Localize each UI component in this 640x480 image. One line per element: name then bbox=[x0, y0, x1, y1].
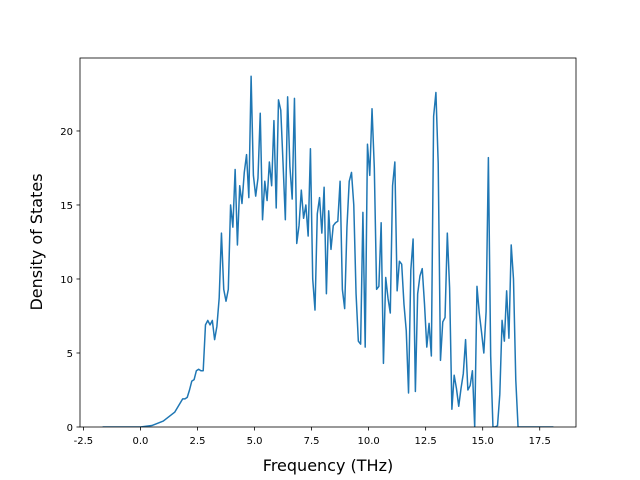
y-tick-label: 15 bbox=[60, 201, 73, 212]
y-tick-label: 20 bbox=[60, 127, 73, 138]
y-axis-label: Density of States bbox=[27, 173, 46, 310]
y-tick-label: 5 bbox=[67, 349, 73, 360]
x-tick-label: 12.5 bbox=[415, 436, 437, 447]
line bbox=[102, 75, 554, 427]
y-tick-label: 10 bbox=[60, 275, 73, 286]
x-tick-label: -2.5 bbox=[74, 436, 94, 447]
y-tick-label: 0 bbox=[67, 423, 73, 434]
plot-frame bbox=[79, 57, 577, 428]
x-tick-label: 15.0 bbox=[472, 436, 494, 447]
x-tick-label: 2.5 bbox=[190, 436, 206, 447]
x-tick-label: 17.5 bbox=[529, 436, 551, 447]
x-axis-label: Frequency (THz) bbox=[263, 456, 393, 475]
x-tick-label: 5.0 bbox=[247, 436, 263, 447]
x-tick-label: 10.0 bbox=[357, 436, 379, 447]
x-tick-label: 7.5 bbox=[304, 436, 320, 447]
x-tick-label: 0.0 bbox=[133, 436, 149, 447]
